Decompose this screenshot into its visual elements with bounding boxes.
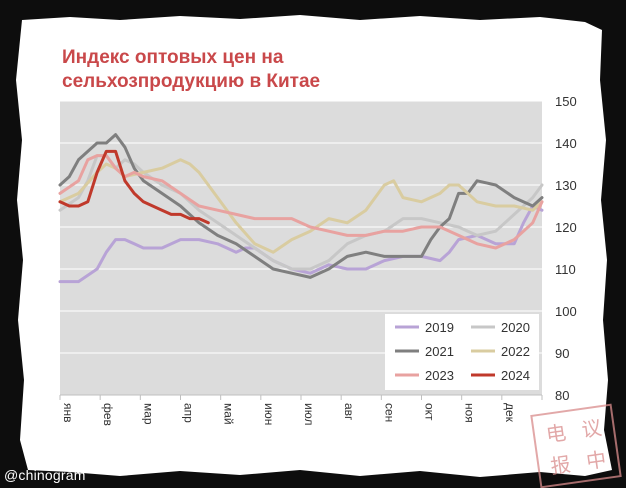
svg-text:议: 议: [580, 415, 603, 442]
y-tick-label: 90: [555, 346, 569, 361]
legend-label-2020: 2020: [501, 320, 530, 335]
y-tick-label: 150: [555, 94, 577, 109]
legend-label-2019: 2019: [425, 320, 454, 335]
legend-label-2021: 2021: [425, 344, 454, 359]
svg-text:中: 中: [585, 447, 608, 474]
x-tick-label: ноя: [463, 403, 477, 423]
x-tick-label: дек: [503, 403, 517, 423]
series-line-2021: [58, 133, 544, 279]
x-tick-label: июл: [302, 403, 316, 425]
y-tick-label: 140: [555, 136, 577, 151]
x-tick-label: апр: [182, 403, 196, 423]
legend-label-2023: 2023: [425, 368, 454, 383]
x-tick-label: мар: [141, 403, 155, 425]
x-tick-label: авг: [342, 403, 356, 421]
x-tick-label: сен: [382, 403, 396, 422]
watermark: @chinogram: [4, 467, 86, 483]
svg-text:电: 电: [545, 420, 568, 447]
x-tick-label: окт: [423, 403, 437, 421]
stamp-seal: 电 议 报 中: [530, 403, 622, 488]
series-line-2023: [58, 154, 544, 250]
y-tick-label: 130: [555, 178, 577, 193]
legend-label-2024: 2024: [501, 368, 530, 383]
y-axis-ticks: 80 90 100 110 120 130 140 150: [555, 94, 577, 403]
series-lines: [58, 133, 544, 284]
x-tick-label: июн: [262, 403, 276, 425]
y-tick-label: 110: [555, 262, 576, 277]
x-tick-label: май: [222, 403, 236, 425]
x-tick-label: фев: [101, 403, 115, 426]
y-tick-label: 120: [555, 220, 577, 235]
svg-text:报: 报: [549, 452, 572, 479]
y-tick-label: 80: [555, 388, 569, 403]
chart-title: Индекс оптовых цен на сельхозпродукцию в…: [62, 47, 321, 92]
legend-label-2022: 2022: [501, 344, 530, 359]
series-line-2020: [58, 154, 544, 271]
y-tick-label: 100: [555, 304, 577, 319]
x-axis-month-labels: янв фев мар апр май июн июл авг сен окт ноя дек: [59, 394, 543, 426]
x-tick-label: янв: [61, 403, 75, 423]
series-line-2024: [58, 149, 210, 225]
legend: 2019 2020 2021 2022 2023 2024: [385, 314, 539, 390]
